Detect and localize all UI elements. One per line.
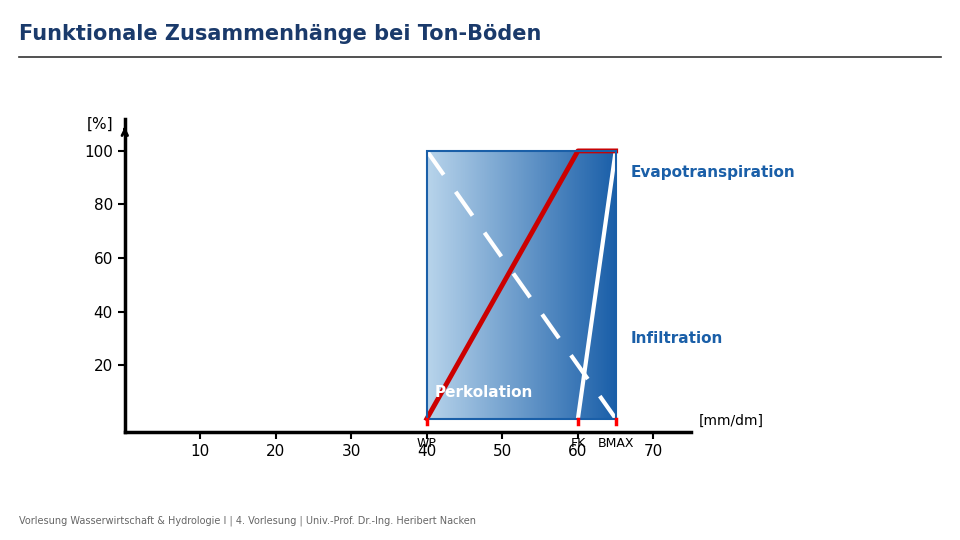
Text: Funktionale Zusammenhänge bei Ton-Böden: Funktionale Zusammenhänge bei Ton-Böden xyxy=(19,24,541,44)
Text: Infiltration: Infiltration xyxy=(631,331,723,346)
Text: Perkolation: Perkolation xyxy=(435,385,533,400)
Text: Vorlesung Wasserwirtschaft & Hydrologie I | 4. Vorlesung | Univ.-Prof. Dr.-Ing. : Vorlesung Wasserwirtschaft & Hydrologie … xyxy=(19,516,476,526)
Text: [%]: [%] xyxy=(86,117,113,132)
Text: FK: FK xyxy=(570,437,586,450)
Text: [mm/dm]: [mm/dm] xyxy=(699,414,764,428)
Bar xyxy=(427,151,615,418)
Text: Evapotranspiration: Evapotranspiration xyxy=(631,165,796,180)
Text: WP: WP xyxy=(417,437,437,450)
Text: BMAX: BMAX xyxy=(597,437,634,450)
